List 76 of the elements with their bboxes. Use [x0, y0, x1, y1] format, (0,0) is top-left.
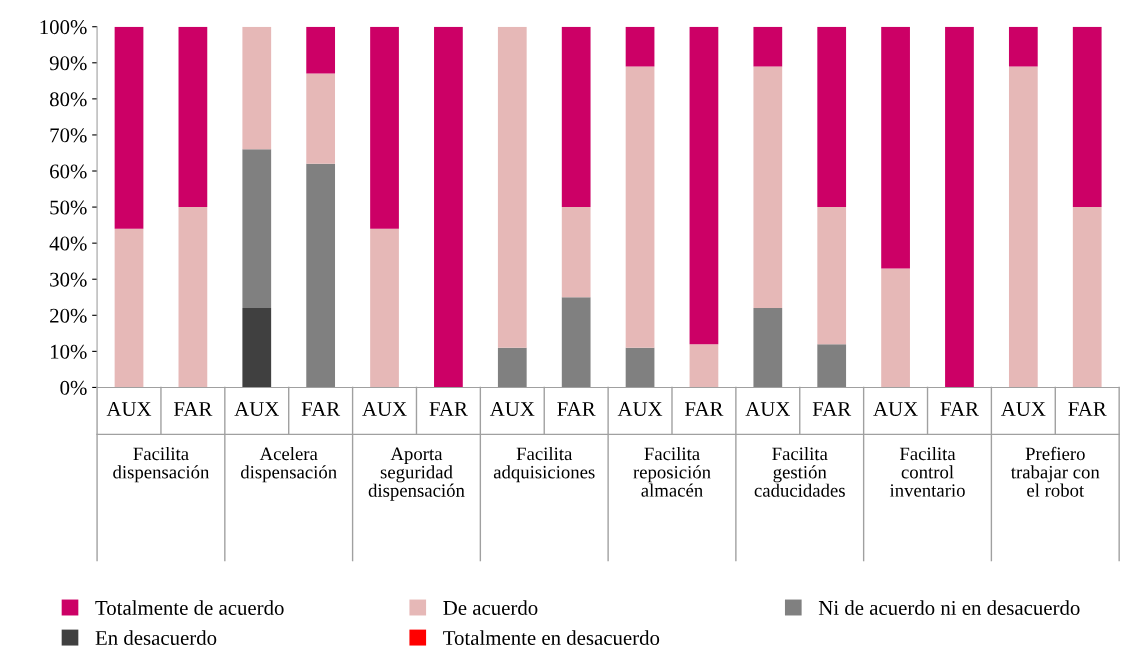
text: Facilita dispensación: [113, 446, 210, 483]
y-tick-label: 10%: [50, 344, 87, 359]
bar: [1008, 66, 1038, 388]
bar: [753, 26, 783, 67]
bar: [625, 347, 655, 388]
bar: [689, 344, 719, 388]
legend-label: Ni de acuerdo ni en desacuerdo: [818, 600, 1080, 615]
text: Facilita control inventario: [889, 446, 965, 497]
y-tick-label: 20%: [50, 308, 87, 323]
x-tick-label: AUX: [106, 402, 152, 416]
bar: [306, 26, 336, 74]
x-tick-label: FAR: [301, 402, 341, 416]
bar: [306, 163, 336, 388]
y-tick-label: 0%: [60, 380, 87, 395]
y-tick-label: 70%: [50, 128, 87, 143]
text: Aporta seguridad dispensación: [368, 447, 465, 501]
text: Acelera dispensación: [240, 446, 337, 483]
x-tick-label: FAR: [173, 402, 213, 416]
bar: [178, 26, 208, 208]
x-tick-label: FAR: [557, 402, 596, 416]
bar: [945, 26, 974, 388]
y-tick-label: 30%: [50, 272, 87, 287]
y-tick-label: 50%: [50, 200, 87, 215]
y-tick-label: 60%: [50, 164, 87, 179]
bar: [753, 308, 783, 388]
x-tick-label: AUX: [1000, 402, 1046, 416]
bar: [1072, 26, 1102, 208]
bar: [1072, 207, 1102, 388]
x-tick-label: AUX: [489, 402, 535, 416]
x-tick-label: FAR: [685, 402, 724, 416]
x-tick-label: AUX: [873, 402, 918, 416]
x-tick-label: AUX: [745, 402, 791, 416]
legend-label: En desacuerdo: [95, 630, 217, 646]
bar: [817, 26, 847, 208]
bar: [306, 73, 336, 164]
bar: [1008, 26, 1038, 67]
bar: [625, 66, 655, 348]
bar: [561, 26, 591, 208]
y-tick-label: 40%: [49, 236, 87, 251]
bar: [434, 26, 463, 388]
bar: [242, 149, 272, 309]
bar: [561, 297, 591, 388]
y-tick-label: 80%: [49, 92, 87, 107]
x-tick-label: FAR: [940, 402, 979, 416]
bar: [561, 207, 591, 298]
y-tick-label: 100%: [40, 20, 87, 35]
y-tick-label: 90%: [49, 56, 87, 71]
bar: [497, 347, 527, 388]
x-tick-label: AUX: [362, 402, 407, 416]
bar: [114, 26, 144, 229]
x-tick-label: FAR: [812, 402, 852, 416]
bar: [881, 26, 910, 269]
x-tick-label: AUX: [234, 402, 279, 416]
text: Prefiero trabajar con el robot: [1010, 446, 1100, 497]
bar: [625, 26, 655, 67]
x-tick-label: AUX: [617, 402, 663, 416]
bar: [370, 228, 399, 388]
bar: [114, 228, 144, 388]
bar: [497, 26, 527, 348]
bar: [242, 308, 272, 388]
bar: [178, 207, 208, 388]
bar: [689, 26, 719, 345]
x-tick-label: FAR: [429, 402, 468, 416]
bar: [817, 207, 847, 345]
bar: [881, 268, 910, 388]
bar: [817, 344, 847, 388]
bar: [753, 66, 783, 309]
legend-label: De acuerdo: [443, 600, 538, 615]
text: Facilita gestión caducidades: [754, 446, 845, 497]
bar: [242, 26, 272, 150]
text: Facilita adquisiciones: [493, 446, 595, 483]
legend-label: Totalmente de acuerdo: [95, 600, 284, 615]
bar: [370, 26, 399, 229]
legend-label: Totalmente en desacuerdo: [443, 630, 660, 646]
x-tick-label: FAR: [1068, 402, 1107, 416]
text: Facilita reposición almacén: [633, 446, 711, 497]
